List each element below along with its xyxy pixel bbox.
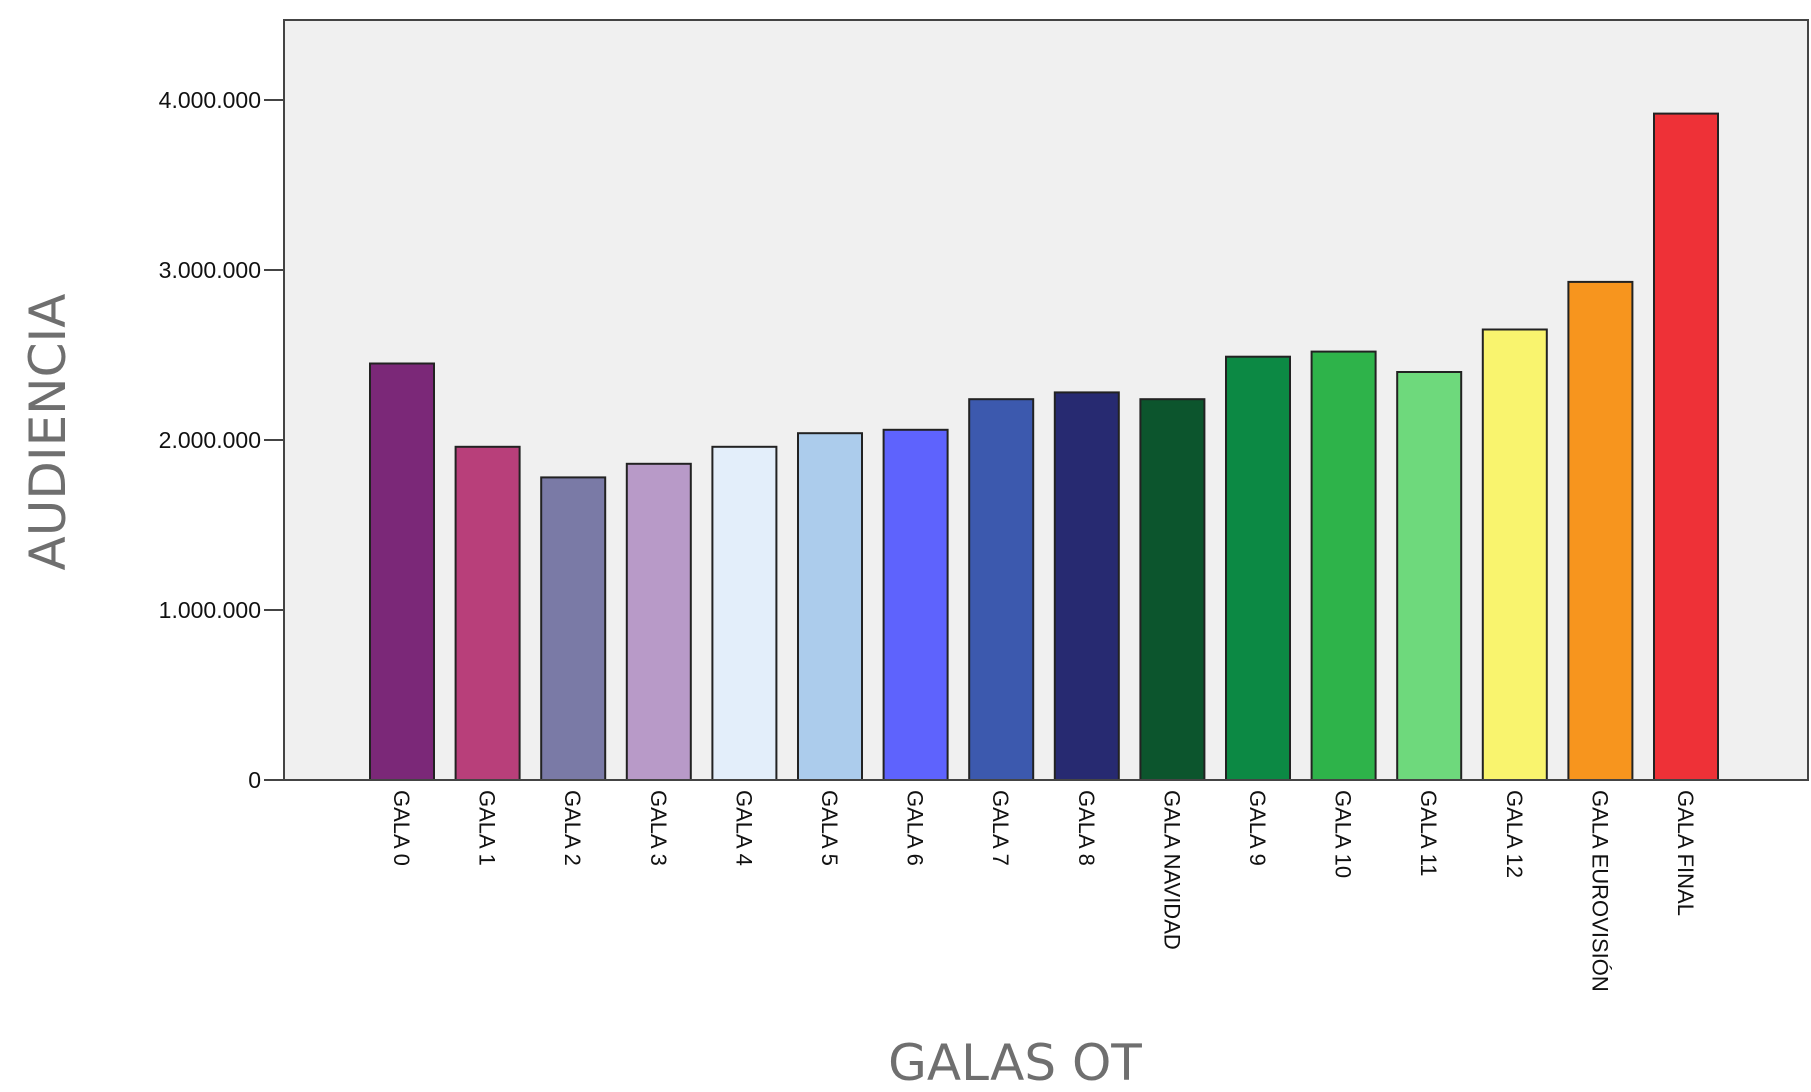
- x-tick-label: GALA 9: [1245, 790, 1270, 866]
- bar: [1053, 391, 1120, 781]
- x-tick-label: GALA 10: [1331, 790, 1356, 878]
- y-tick-label: 2.000.000: [159, 427, 261, 453]
- bar: [1567, 280, 1634, 781]
- bars: [264, 112, 1808, 782]
- bar: [454, 445, 521, 781]
- x-tick-label: GALA EUROVISIÓN: [1587, 790, 1612, 992]
- x-tick-label: GALA 0: [389, 790, 414, 866]
- x-tick-label: GALA 11: [1416, 790, 1441, 876]
- bar: [1653, 112, 1719, 782]
- y-tick-label: 1.000.000: [159, 597, 261, 623]
- x-axis-labels: GALA 0 GALA 1 GALA 2 GALA 3 GALA 4 GALA 5 GALA…: [389, 790, 1698, 992]
- y-tick-label: 4.000.000: [159, 87, 261, 113]
- bar: [711, 445, 778, 781]
- bar: [1396, 371, 1463, 781]
- x-tick-label: GALA 4: [731, 790, 756, 866]
- bar: [625, 462, 692, 781]
- x-tick-label: GALA 12: [1502, 790, 1527, 878]
- x-tick-label: GALA FINAL: [1673, 790, 1698, 916]
- x-tick-label: GALA 7: [988, 790, 1013, 866]
- bar: [1225, 355, 1291, 781]
- y-tick-label: 0: [248, 767, 261, 793]
- bar: [1481, 328, 1548, 781]
- x-tick-label: GALA 3: [646, 790, 671, 866]
- x-tick-label: GALA 5: [817, 790, 842, 866]
- plot-area: [283, 19, 1809, 781]
- x-tick-label: GALA 6: [903, 790, 928, 866]
- bar: [797, 432, 863, 781]
- x-tick-label: GALA 1: [475, 790, 500, 866]
- x-axis-title: GALAS OT: [888, 1034, 1142, 1092]
- bar: [968, 398, 1035, 781]
- x-tick-label: GALA 8: [1074, 790, 1099, 866]
- y-axis-title: AUDIENCIA: [19, 294, 77, 571]
- bar: [540, 476, 607, 781]
- x-tick-label: GALA 2: [560, 790, 585, 866]
- bar: [1310, 350, 1377, 781]
- bar: [369, 362, 435, 781]
- x-tick-label: GALA NAVIDAD: [1159, 790, 1184, 950]
- y-axis: 0 1.000.000 2.000.000 3.000.000 4.000.000: [159, 87, 284, 793]
- bar: [882, 428, 949, 781]
- y-tick-label: 3.000.000: [159, 257, 261, 283]
- bar: [1139, 398, 1206, 781]
